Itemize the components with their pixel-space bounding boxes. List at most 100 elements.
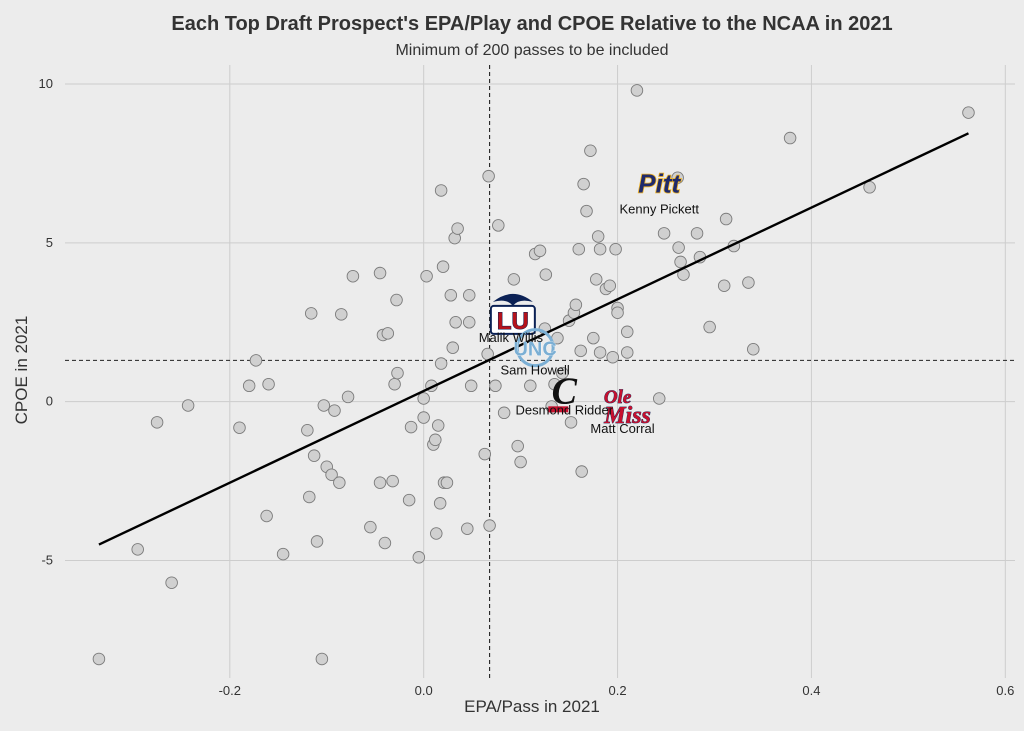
player-label: Matt Corral — [590, 421, 654, 436]
data-point — [564, 416, 578, 429]
chart-title: Each Top Draft Prospect's EPA/Play and C… — [171, 13, 892, 35]
data-point — [577, 177, 590, 191]
data-point — [747, 343, 760, 356]
player-label: Malik Willis — [479, 330, 544, 345]
data-point — [657, 227, 671, 240]
data-point — [420, 269, 433, 283]
data-point — [276, 547, 290, 561]
data-point — [378, 536, 392, 550]
y-tick-label: -5 — [41, 552, 53, 567]
data-point — [580, 204, 593, 218]
data-point — [587, 331, 600, 345]
data-point — [131, 543, 144, 556]
data-point — [511, 439, 524, 453]
data-point — [242, 379, 256, 393]
data-point — [317, 399, 331, 412]
player-label: Kenny Pickett — [619, 202, 699, 217]
data-point — [574, 344, 587, 358]
data-point — [325, 468, 338, 481]
x-tick-labels: -0.2 0.0 0.2 0.4 0.6 — [219, 683, 1015, 698]
unc-ring — [515, 328, 555, 368]
liberty-shield — [489, 304, 536, 335]
data-point — [444, 289, 458, 302]
data-point — [603, 279, 617, 292]
player-label: Sam Howell — [500, 363, 569, 378]
cincinnati-logo-text: C — [552, 370, 578, 412]
data-point — [303, 490, 316, 504]
data-point — [962, 106, 975, 119]
data-point — [575, 465, 588, 478]
data-point — [391, 366, 404, 380]
data-point — [609, 242, 622, 256]
data-point — [260, 509, 273, 523]
data-point — [449, 316, 462, 329]
data-point — [606, 350, 619, 364]
x-tick-label: 0.0 — [415, 683, 433, 698]
data-point — [620, 346, 634, 359]
data-point — [492, 219, 505, 232]
pitt-logo-text: Pitt — [638, 169, 681, 199]
data-point — [417, 392, 430, 405]
data-point — [652, 392, 666, 405]
logo-unc: UNC — [513, 328, 557, 368]
x-axis-label: EPA/Pass in 2021 — [464, 697, 600, 716]
data-point — [539, 268, 553, 281]
data-point — [478, 447, 491, 461]
x-tick-label: 0.4 — [802, 683, 820, 698]
data-point — [483, 519, 496, 532]
data-point — [514, 455, 527, 469]
data-point — [569, 298, 583, 312]
data-point — [589, 273, 603, 286]
data-point — [386, 474, 399, 488]
data-point — [165, 576, 178, 589]
ole-miss-logo-text: Miss — [603, 403, 651, 429]
data-point — [524, 379, 537, 393]
data-point — [346, 269, 360, 283]
data-point — [402, 493, 416, 507]
x-tick-label: 0.2 — [609, 683, 627, 698]
data-point — [489, 379, 502, 393]
data-point — [381, 327, 395, 340]
logo-c: C — [548, 370, 578, 413]
data-point — [461, 522, 474, 535]
unc-logo-text: UNC — [513, 339, 556, 361]
data-point — [593, 346, 607, 359]
liberty-logo-text: LU — [497, 308, 529, 335]
data-point — [388, 377, 401, 391]
data-point — [434, 184, 448, 197]
data-point — [440, 476, 454, 489]
data-point — [672, 241, 685, 254]
ole-miss-logo-text: Ole — [604, 387, 632, 408]
data-point — [572, 242, 586, 256]
player-label: Desmond Ridder — [516, 402, 614, 417]
data-point — [434, 357, 448, 370]
data-point — [436, 260, 450, 273]
data-point — [373, 266, 387, 280]
data-point — [717, 279, 731, 292]
mean-reference-lines — [65, 65, 1015, 678]
data-point — [464, 379, 478, 393]
chart-subtitle: Minimum of 200 passes to be included — [395, 42, 668, 59]
cincinnati-stripe — [548, 406, 569, 413]
x-tick-label: 0.6 — [996, 683, 1014, 698]
y-axis-label: CPOE in 2021 — [12, 316, 31, 425]
data-point — [430, 527, 443, 540]
data-point — [181, 399, 195, 412]
data-point — [703, 320, 716, 334]
data-point — [533, 244, 547, 258]
data-point — [429, 433, 442, 447]
eagle-shape — [492, 293, 533, 306]
data-point — [341, 390, 355, 404]
y-tick-label: 0 — [46, 394, 53, 409]
data-point — [233, 421, 246, 434]
data-point — [742, 276, 755, 289]
data-point — [412, 551, 426, 564]
data-point — [333, 476, 346, 489]
data-point — [373, 476, 387, 489]
data-point — [262, 377, 275, 391]
y-tick-label: 5 — [46, 235, 53, 250]
logo-pitt: Pitt — [637, 168, 682, 200]
data-point — [390, 293, 403, 307]
